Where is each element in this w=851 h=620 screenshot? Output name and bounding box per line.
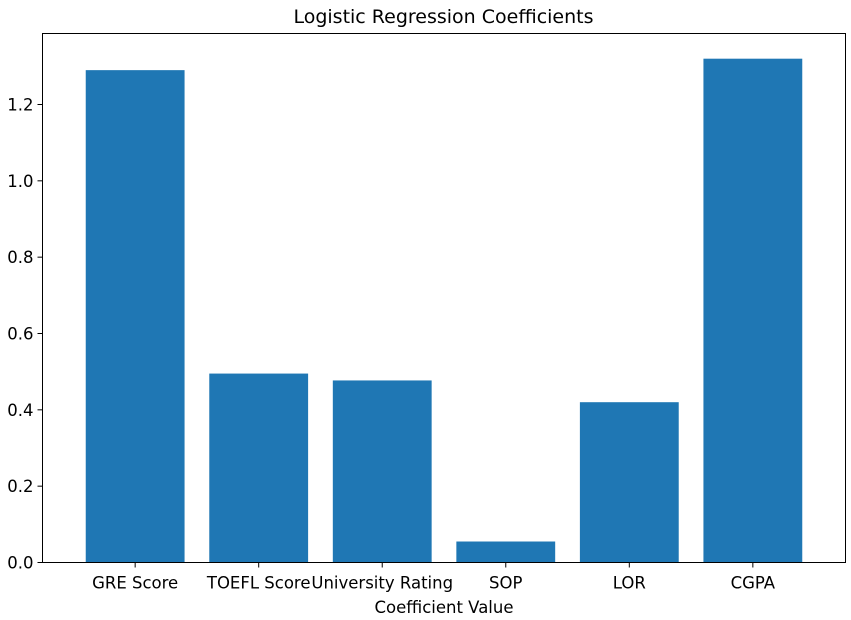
x-tick-label: TOEFL Score xyxy=(206,574,311,593)
chart-title: Logistic Regression Coefficients xyxy=(293,6,593,28)
y-tick-label: 0.8 xyxy=(7,248,33,267)
x-axis-ticks: GRE Score TOEFL Score University Rating SOP… xyxy=(92,562,776,593)
bar-cgpa xyxy=(703,58,803,563)
y-tick-label: 0.6 xyxy=(7,324,33,343)
y-tick-label: 1.2 xyxy=(7,95,33,114)
x-tick-label: SOP xyxy=(489,574,522,593)
bars-group xyxy=(85,58,803,563)
y-axis-ticks: 0.0 0.2 0.4 0.6 0.8 1.0 1.2 xyxy=(7,95,43,573)
bar-sop xyxy=(456,541,556,563)
y-tick-label: 1.0 xyxy=(7,172,33,191)
x-tick-label: CGPA xyxy=(731,574,776,593)
bar-university-rating xyxy=(332,380,432,563)
x-axis-label: Coefficient Value xyxy=(374,598,513,616)
x-tick-label: LOR xyxy=(613,574,646,593)
plot-frame xyxy=(42,33,846,563)
y-tick-label: 0.2 xyxy=(7,477,33,496)
y-tick-label: 0.4 xyxy=(7,401,33,420)
y-tick-label: 0.0 xyxy=(7,554,33,573)
x-tick-label: GRE Score xyxy=(92,574,178,593)
bar-lor xyxy=(579,402,679,563)
bar-toefl-score xyxy=(209,373,309,563)
bar-gre-score xyxy=(85,70,185,563)
x-tick-label: University Rating xyxy=(311,574,453,593)
